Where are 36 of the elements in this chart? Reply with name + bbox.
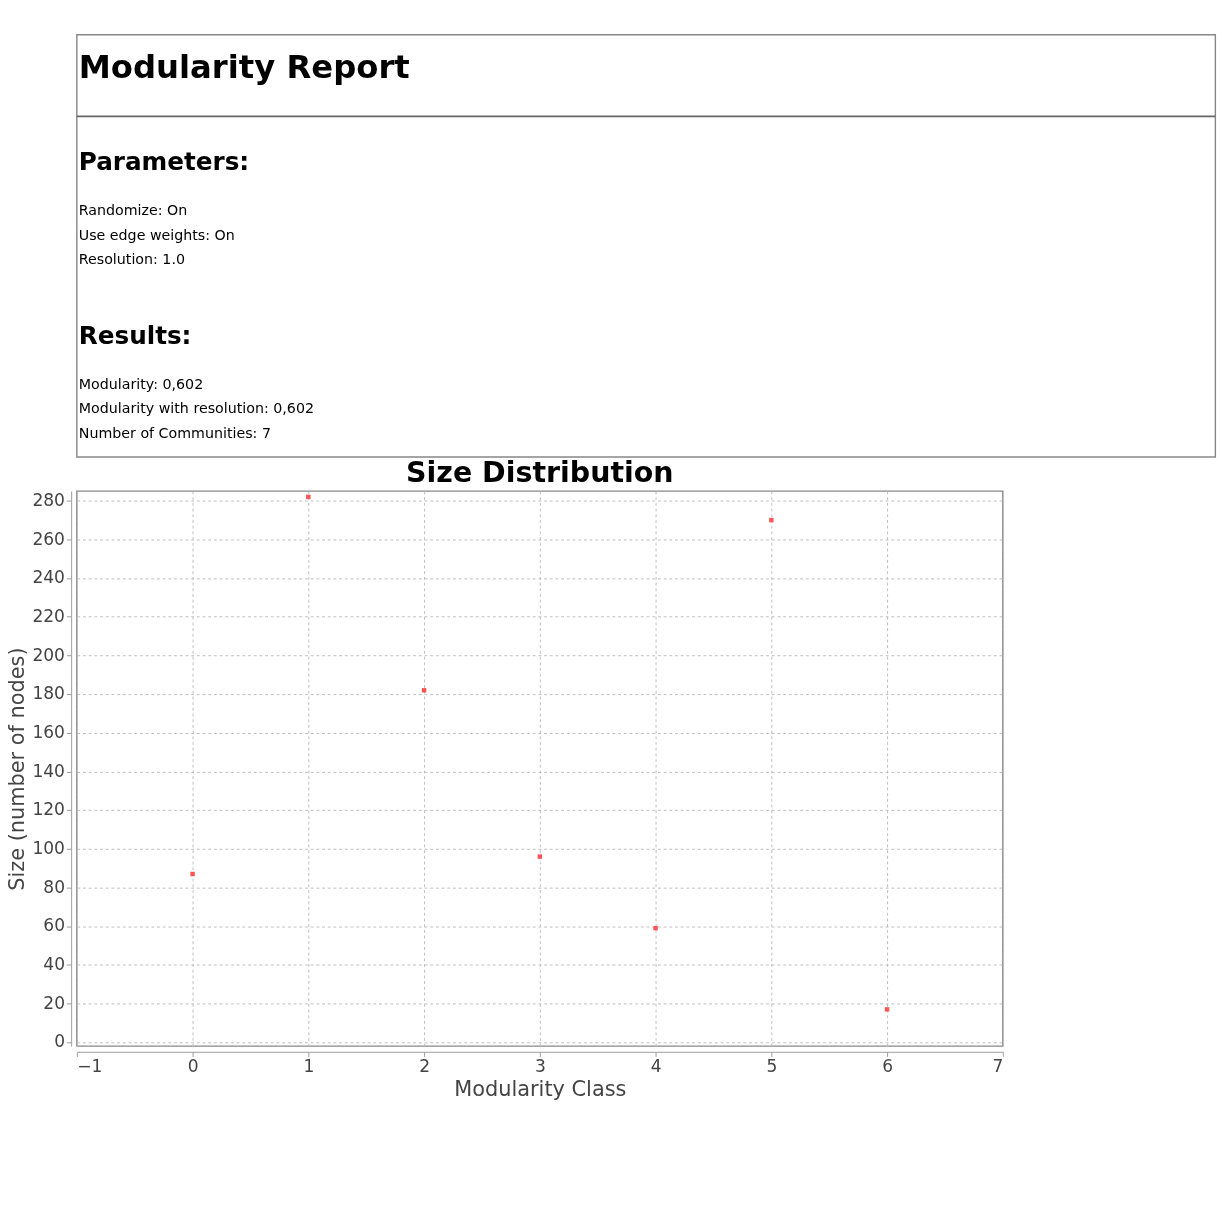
x-tick-label: 1 <box>303 1056 315 1077</box>
text: Number of Communities: 7 <box>78 424 271 441</box>
y-tick-label: 40 <box>43 954 65 975</box>
y-tick-label: 20 <box>43 992 65 1013</box>
x-tick-label: 7 <box>992 1056 1004 1077</box>
y-tick-label: 280 <box>32 489 65 510</box>
chart-title: Size Distribution <box>406 455 674 489</box>
text: Modularity with resolution: 0,602 <box>78 400 315 417</box>
text: Parameters: <box>78 147 250 177</box>
text: Resolution: 1.0 <box>78 251 185 268</box>
y-tick-label: 260 <box>32 528 65 549</box>
x-tick-label: 0 <box>187 1056 199 1077</box>
y-tick-label: 220 <box>32 606 65 627</box>
y-tick-label: 120 <box>32 799 65 820</box>
y-axis-title: Size (number of nodes) <box>4 647 29 891</box>
text: Randomize: On <box>78 202 188 219</box>
text: Modularity: 0,602 <box>78 375 204 392</box>
x-tick-label: −1 <box>77 1056 103 1077</box>
text: Results: <box>78 321 192 351</box>
x-tick-label: 5 <box>766 1056 778 1077</box>
x-tick-label: 2 <box>419 1056 430 1077</box>
text: Use edge weights: On <box>78 226 235 243</box>
text: Modularity Report <box>78 48 410 87</box>
y-tick-label: 80 <box>43 876 65 897</box>
y-tick-label: 0 <box>54 1031 65 1052</box>
x-tick-label: 6 <box>882 1056 893 1077</box>
y-tick-label: 180 <box>32 683 65 704</box>
y-tick-label: 60 <box>43 915 65 936</box>
y-tick-label: 140 <box>32 760 65 781</box>
y-tick-label: 240 <box>32 567 65 588</box>
y-tick-label: 200 <box>32 644 65 665</box>
x-axis-title: Modularity Class <box>454 1076 627 1101</box>
x-tick-label: 3 <box>534 1056 546 1077</box>
y-tick-label: 100 <box>32 838 65 859</box>
x-tick-label: 4 <box>650 1056 662 1077</box>
y-tick-label: 160 <box>32 722 65 743</box>
